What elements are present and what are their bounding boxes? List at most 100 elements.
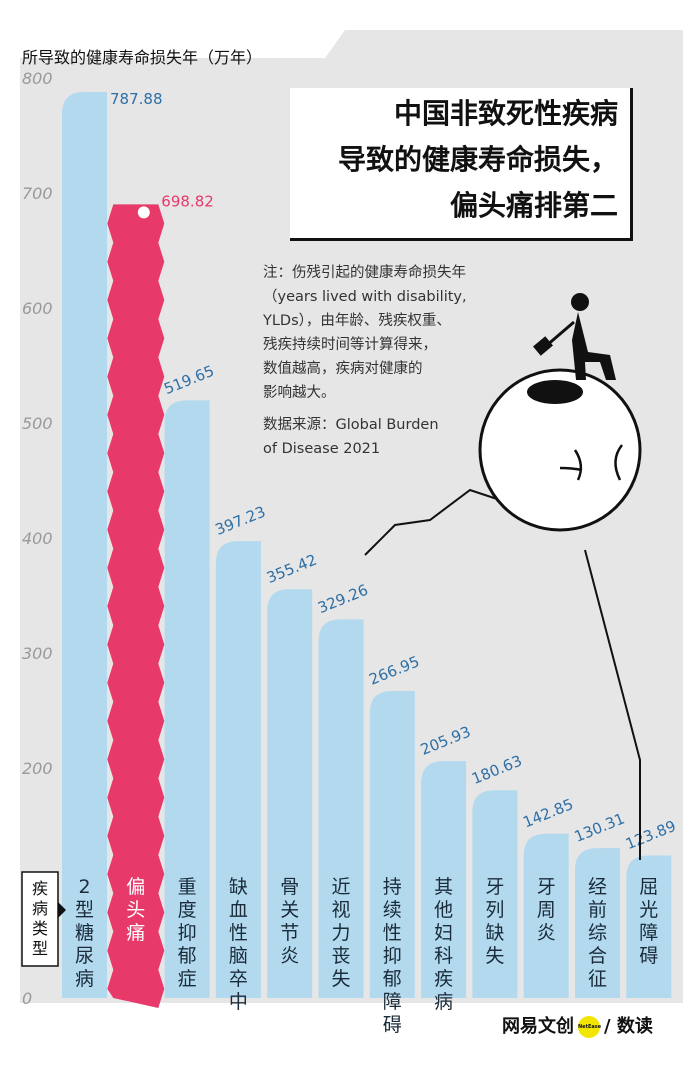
category-label: 中 xyxy=(229,991,248,1013)
category-label: 缺 xyxy=(229,876,248,898)
category-label: 骨 xyxy=(280,876,299,898)
category-label: 度 xyxy=(178,899,197,921)
hammer-head-icon xyxy=(533,336,553,356)
note-line-2: （years lived with disability, xyxy=(263,289,467,305)
category-label: 碍 xyxy=(639,945,658,967)
data-label: 698.82 xyxy=(161,192,214,210)
category-label: 屈 xyxy=(639,876,658,898)
bar xyxy=(215,541,261,998)
category-label: 列 xyxy=(485,899,504,921)
category-label: 牙 xyxy=(537,876,556,898)
category-label: 障 xyxy=(639,922,658,944)
category-label: 力 xyxy=(331,922,350,944)
x-axis-label: 疾 xyxy=(32,879,48,898)
cartoon-head-hole-icon xyxy=(527,380,583,404)
category-label: 其 xyxy=(434,876,453,898)
category-label: 性 xyxy=(229,922,248,944)
bar xyxy=(62,91,107,999)
bar xyxy=(421,761,467,998)
category-label: 炎 xyxy=(537,922,556,944)
category-label: 型 xyxy=(75,899,94,921)
category-label: 合 xyxy=(588,945,607,967)
category-label: 病 xyxy=(434,991,453,1013)
bar xyxy=(164,400,210,999)
y-tick-label: 400 xyxy=(22,529,53,548)
category-label: 视 xyxy=(331,899,350,921)
category-label: 持 xyxy=(383,876,402,898)
cartoon-arm-icon xyxy=(364,488,501,556)
category-label: 郁 xyxy=(178,945,197,967)
x-axis-label-pointer-icon xyxy=(58,902,66,918)
y-tick-label: 300 xyxy=(22,644,53,663)
category-label: 失 xyxy=(331,968,350,990)
category-label: 抑 xyxy=(383,945,402,967)
brand-badge: NetEase xyxy=(578,1024,602,1030)
category-label: 光 xyxy=(639,899,658,921)
hammer-handle-icon xyxy=(545,320,575,348)
category-label: 障 xyxy=(383,991,402,1013)
category-label: 性 xyxy=(383,922,402,944)
bar xyxy=(267,589,313,998)
brand-logo: 网易文创 NetEase / 数读 xyxy=(502,1012,653,1038)
y-tick-label: 700 xyxy=(22,184,53,203)
category-label: 痛 xyxy=(126,922,145,944)
category-label: 糖 xyxy=(75,922,94,944)
category-label: 综 xyxy=(588,922,607,944)
chart-title-line-1: 中国非致死性疾病 xyxy=(393,97,618,130)
bar xyxy=(318,619,364,998)
category-label: 卒 xyxy=(229,968,248,990)
category-label: 续 xyxy=(383,899,402,921)
brand-dot-icon: NetEase xyxy=(578,1016,602,1038)
hammer-man-head-icon xyxy=(571,293,589,311)
bar-hole xyxy=(137,206,150,219)
category-label: 前 xyxy=(588,899,607,921)
cartoon-body-icon xyxy=(584,549,641,860)
y-axis-title: 所导致的健康寿命损失年（万年） xyxy=(22,48,263,67)
category-label: 郁 xyxy=(383,968,402,990)
category-label: 2 xyxy=(78,876,90,898)
category-label: 病 xyxy=(75,968,94,990)
category-label: 经 xyxy=(588,876,607,898)
category-label: 脑 xyxy=(229,945,248,967)
chart-title-line-2: 导致的健康寿命损失， xyxy=(337,143,618,176)
category-label: 妇 xyxy=(434,922,453,944)
category-label: 科 xyxy=(434,945,453,967)
cartoon-head-icon xyxy=(478,368,642,532)
title-box: 中国非致死性疾病 导致的健康寿命损失， 偏头痛排第二 xyxy=(290,88,633,241)
bar xyxy=(369,691,415,998)
bar xyxy=(575,848,620,998)
chart-title-line-3: 偏头痛排第二 xyxy=(449,189,618,222)
category-label: 抑 xyxy=(178,922,197,944)
note-line-4: 残疾持续时间等计算得来， xyxy=(263,337,437,353)
y-tick-label: 0 xyxy=(22,989,32,1008)
category-label: 关 xyxy=(280,899,299,921)
category-label: 他 xyxy=(434,899,453,921)
category-label: 周 xyxy=(537,899,556,921)
category-label: 碍 xyxy=(383,1014,402,1036)
bar xyxy=(523,833,569,998)
category-label: 节 xyxy=(280,922,299,944)
bar xyxy=(626,855,672,998)
category-label: 头 xyxy=(126,899,145,921)
category-label: 缺 xyxy=(485,922,504,944)
x-axis-label: 病 xyxy=(32,899,48,918)
data-label: 787.88 xyxy=(110,90,163,108)
y-tick-label: 200 xyxy=(22,759,53,778)
source-line-1: 数据来源：Global Burden xyxy=(263,417,439,433)
category-label: 近 xyxy=(331,876,350,898)
y-tick-label: 500 xyxy=(22,414,53,433)
note-line-6: 影响越大。 xyxy=(263,385,336,401)
category-label: 炎 xyxy=(280,945,299,967)
category-label: 牙 xyxy=(485,876,504,898)
category-label: 征 xyxy=(588,968,607,990)
bar xyxy=(472,790,518,998)
x-axis-label-box xyxy=(21,871,59,967)
cartoon-face-icon xyxy=(559,449,583,481)
brand-section: / 数读 xyxy=(604,1016,653,1037)
hammer-man-body-icon xyxy=(572,312,616,380)
category-label: 症 xyxy=(178,968,197,990)
x-axis-label: 型 xyxy=(32,939,48,958)
note-line-1: 注：伤残引起的健康寿命损失年 xyxy=(263,265,466,281)
